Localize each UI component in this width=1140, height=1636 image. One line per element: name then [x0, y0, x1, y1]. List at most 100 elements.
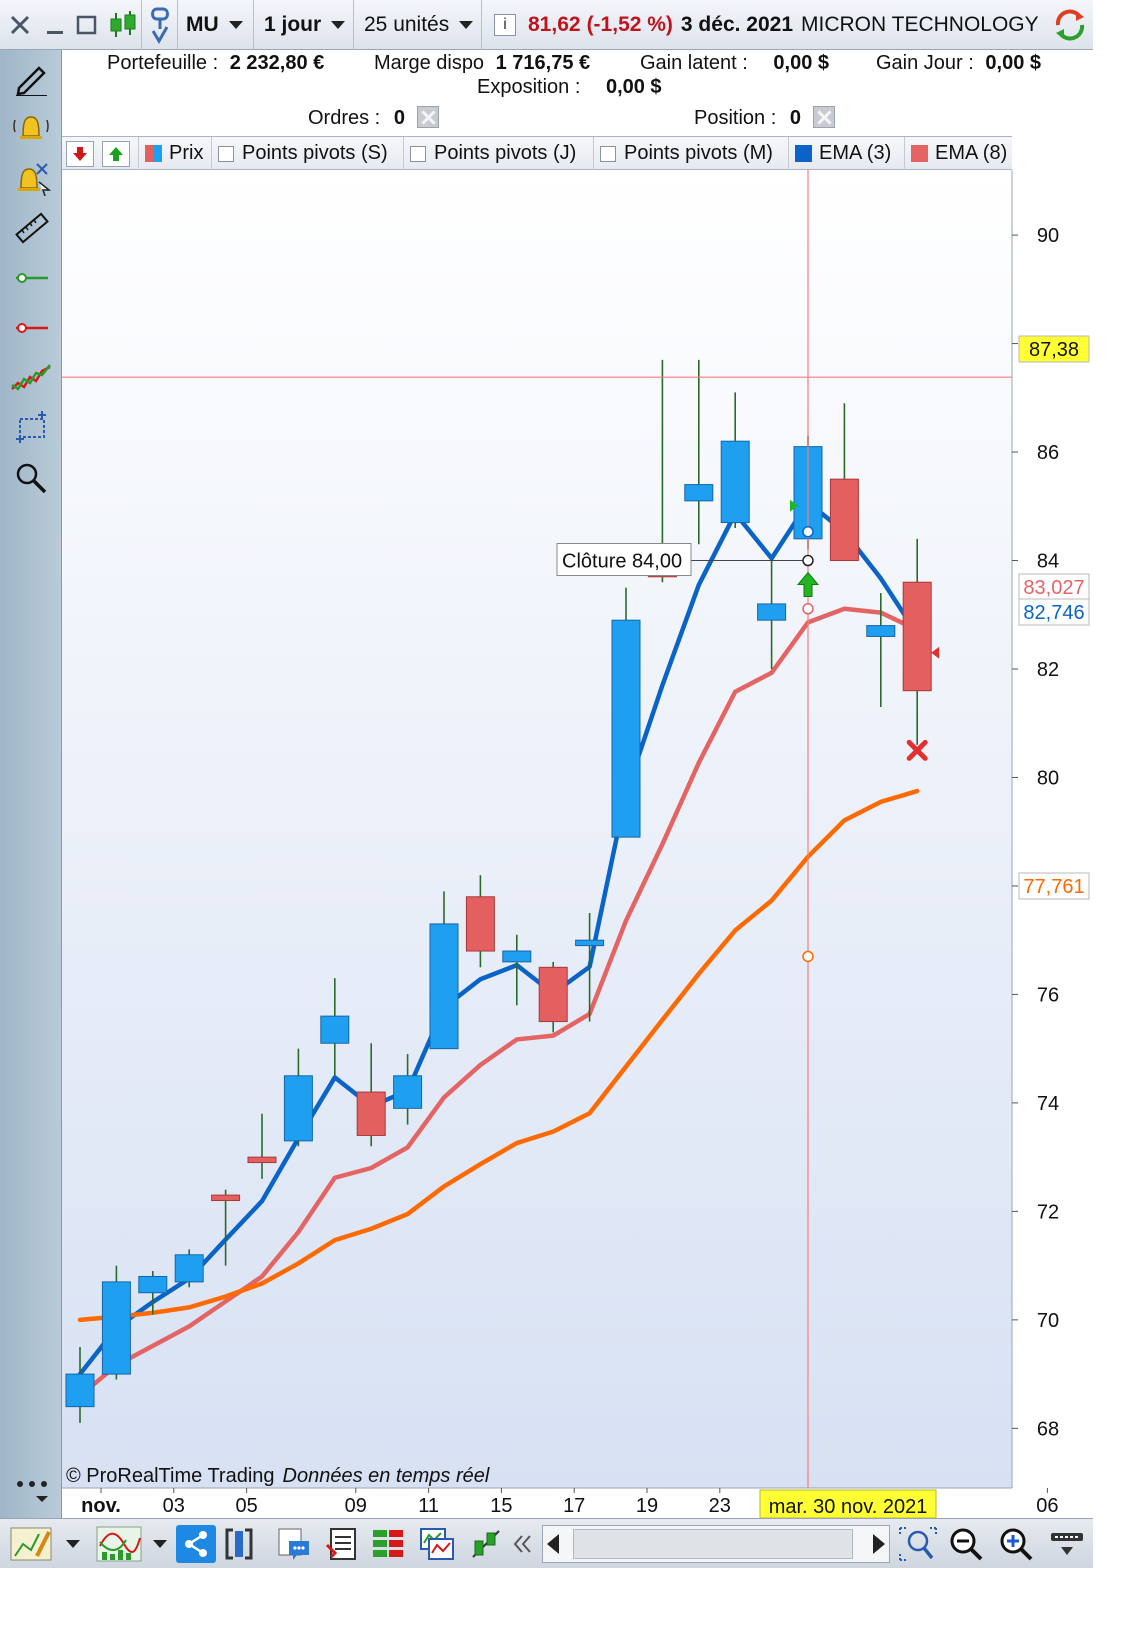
sell-signal-triangle-icon	[931, 646, 940, 659]
cancel-orders-icon[interactable]	[416, 106, 439, 128]
x-tick-label: 15	[490, 1495, 512, 1517]
more-options-icon[interactable]	[12, 1474, 52, 1508]
candle[interactable]	[101, 1265, 131, 1380]
timeframe-selector[interactable]: 1 jour	[254, 0, 354, 50]
y-tick-label: 74	[1037, 1093, 1059, 1115]
scrollbar-thumb[interactable]	[573, 1529, 853, 1559]
comment-icon[interactable]	[274, 1525, 314, 1563]
chevron-down-icon[interactable]	[148, 1525, 172, 1563]
close-icon[interactable]	[0, 0, 40, 50]
price-chart[interactable]: Clôture 84,00 687072747678808284868890 n…	[0, 0, 1093, 1518]
refresh-icon[interactable]	[1052, 7, 1088, 43]
exposure-field: Exposition : 0,00 $	[477, 76, 662, 99]
candle[interactable]	[465, 875, 495, 968]
unrealized-gain-value: 0,00 $	[773, 52, 830, 74]
chevron-down-icon[interactable]	[60, 1525, 86, 1563]
expand-up-button[interactable]	[102, 141, 130, 167]
ema3-swatch	[795, 145, 812, 162]
ruler-icon[interactable]	[6, 206, 56, 250]
candle[interactable]	[429, 891, 459, 1050]
multi-chart-icon[interactable]	[416, 1525, 458, 1563]
alert-bell-icon[interactable]	[6, 106, 56, 150]
candle[interactable]	[138, 1271, 168, 1315]
candle-body	[320, 1015, 350, 1044]
legend-item-pivots-j[interactable]: Points pivots (J)	[403, 137, 576, 170]
legend-label: Points pivots (S)	[242, 142, 388, 164]
candle[interactable]	[174, 1249, 204, 1288]
checkbox[interactable]	[410, 145, 426, 162]
close-position-icon[interactable]	[812, 106, 835, 128]
scroll-right-icon[interactable]	[873, 1534, 885, 1554]
order-book-icon[interactable]	[368, 1525, 408, 1563]
pencil-icon[interactable]	[6, 56, 56, 100]
scroll-left-icon[interactable]	[547, 1534, 559, 1554]
candle[interactable]	[829, 403, 859, 562]
candle[interactable]	[211, 1189, 241, 1266]
magnifier-icon[interactable]	[6, 456, 56, 500]
zoom-fit-icon[interactable]	[896, 1525, 940, 1563]
share-icon[interactable]	[176, 1525, 216, 1563]
link-icon[interactable]	[142, 0, 178, 50]
arrow-up-icon	[109, 147, 123, 161]
legend-item-ema3[interactable]: EMA (3)	[788, 137, 891, 170]
collapse-down-button[interactable]	[66, 141, 94, 167]
draw-edit-icon[interactable]	[6, 1525, 56, 1563]
delete-alert-icon[interactable]	[6, 156, 56, 200]
chart-type-icon[interactable]	[104, 0, 142, 50]
candle[interactable]	[320, 978, 350, 1076]
keyboard-icon[interactable]	[1046, 1525, 1088, 1563]
candle-tools-icon[interactable]	[466, 1525, 506, 1563]
units-selector[interactable]: 25 unités	[354, 0, 482, 50]
green-line-icon[interactable]	[6, 256, 56, 300]
candle[interactable]	[611, 587, 641, 838]
candle[interactable]	[283, 1048, 313, 1147]
legend-label: EMA (3)	[819, 142, 892, 164]
legend-item-pivots-s[interactable]: Points pivots (S)	[211, 137, 388, 170]
minimize-icon[interactable]	[40, 0, 70, 50]
legend-item-pivots-m[interactable]: Points pivots (M)	[593, 137, 773, 170]
checkbox[interactable]	[218, 145, 234, 162]
unrealized-gain-label: Gain latent :	[640, 52, 748, 74]
price-badge-label: 83,027	[1023, 577, 1084, 599]
candle[interactable]	[720, 392, 750, 528]
indicator-icon[interactable]	[92, 1525, 146, 1563]
bracket-icon[interactable]	[220, 1525, 258, 1563]
candle[interactable]	[684, 359, 714, 545]
candle-body	[138, 1275, 168, 1294]
candle[interactable]	[247, 1113, 277, 1179]
trend-indicator-icon[interactable]	[6, 356, 56, 400]
info-icon[interactable]: i	[494, 14, 516, 36]
y-tick-label: 68	[1037, 1418, 1059, 1440]
maximize-icon[interactable]	[72, 0, 102, 50]
legend-item-price[interactable]: Prix	[138, 137, 203, 170]
orders-value: 0	[393, 107, 405, 129]
candle-body	[465, 896, 495, 952]
time-scrollbar[interactable]	[542, 1525, 890, 1563]
signal-triangle-icon	[790, 499, 798, 512]
candle[interactable]	[757, 560, 787, 669]
x-tick-label: 11	[418, 1495, 439, 1517]
candle[interactable]	[502, 934, 532, 1006]
candle[interactable]	[393, 1054, 423, 1125]
symbol-selector[interactable]: MU	[178, 0, 254, 50]
price-axis[interactable]	[1012, 170, 1093, 1488]
plot-area[interactable]	[62, 170, 1012, 1488]
list-icon[interactable]	[322, 1525, 362, 1563]
price-badge	[1018, 598, 1090, 626]
legend-item-ema8[interactable]: EMA (8)	[904, 137, 1007, 170]
candle[interactable]	[575, 913, 605, 1022]
candle-body	[757, 603, 787, 621]
candle[interactable]	[65, 1346, 95, 1423]
candle[interactable]	[538, 961, 568, 1033]
zoom-out-icon[interactable]	[946, 1525, 986, 1563]
scroll-back-icon[interactable]	[510, 1525, 536, 1563]
y-tick-label: 72	[1037, 1201, 1059, 1223]
candle[interactable]	[356, 1043, 386, 1147]
zoom-rectangle-icon[interactable]	[6, 406, 56, 450]
candle[interactable]	[902, 538, 932, 745]
close-tooltip-box	[556, 543, 692, 577]
red-line-icon[interactable]	[6, 306, 56, 350]
checkbox[interactable]	[600, 145, 616, 162]
zoom-in-icon[interactable]	[996, 1525, 1036, 1563]
candle[interactable]	[866, 593, 896, 707]
